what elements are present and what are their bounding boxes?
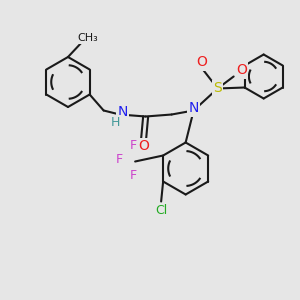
Text: F: F <box>116 153 123 166</box>
Text: N: N <box>188 101 199 116</box>
Text: H: H <box>111 116 120 129</box>
Text: N: N <box>118 104 128 118</box>
Text: O: O <box>196 56 207 70</box>
Text: F: F <box>130 139 137 152</box>
Text: O: O <box>236 64 247 77</box>
Text: O: O <box>138 140 149 154</box>
Text: CH₃: CH₃ <box>78 33 98 43</box>
Text: S: S <box>213 82 222 95</box>
Text: F: F <box>130 169 137 182</box>
Text: Cl: Cl <box>155 204 167 217</box>
